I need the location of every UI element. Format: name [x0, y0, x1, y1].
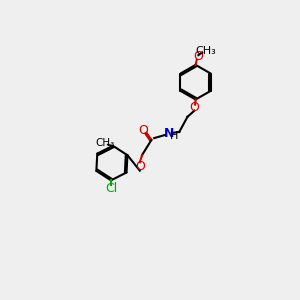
Text: O: O	[193, 50, 203, 63]
Text: O: O	[138, 124, 148, 137]
Text: O: O	[135, 160, 145, 173]
Text: Cl: Cl	[105, 182, 117, 195]
Text: H: H	[170, 131, 178, 141]
Text: N: N	[164, 127, 174, 140]
Text: CH₃: CH₃	[95, 138, 114, 148]
Text: O: O	[190, 101, 200, 114]
Text: CH₃: CH₃	[196, 46, 216, 56]
